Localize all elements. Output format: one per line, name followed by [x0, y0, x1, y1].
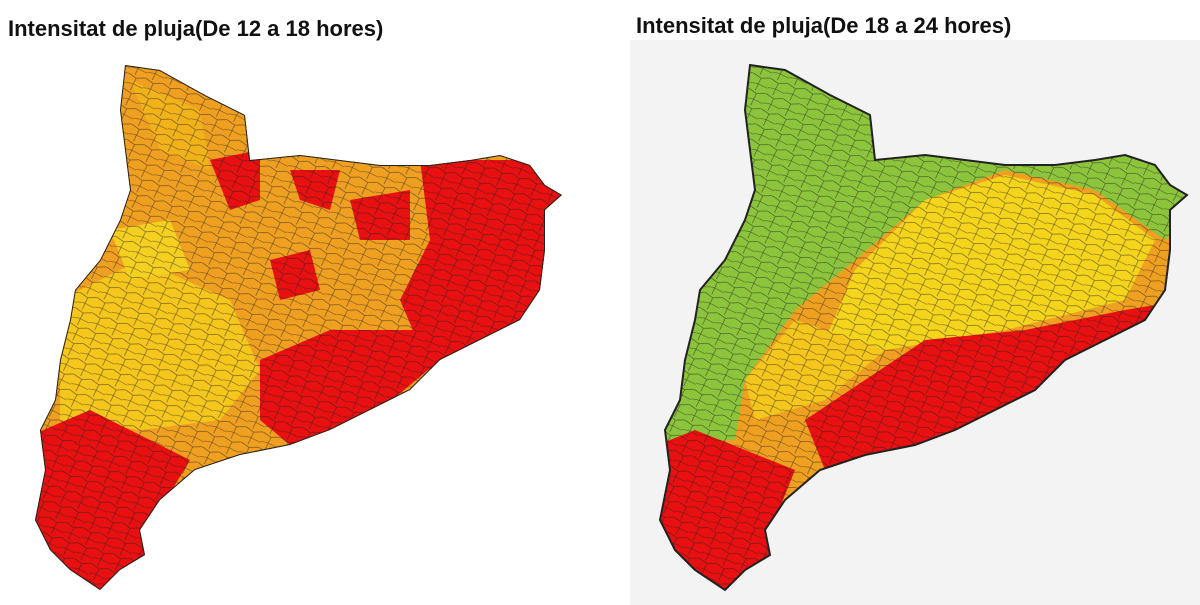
map-12-18 [35, 65, 562, 590]
map-title: Intensitat de pluja(De 12 a 18 hores) [8, 16, 383, 41]
map-title: Intensitat de pluja(De 18 a 24 hores) [636, 13, 1011, 38]
map-outline [35, 65, 562, 590]
map-outline [658, 63, 1189, 592]
